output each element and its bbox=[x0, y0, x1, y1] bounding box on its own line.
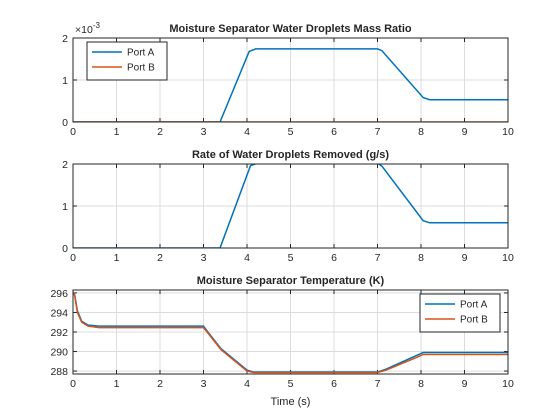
x-tick-label: 1 bbox=[114, 126, 120, 138]
x-tick-label: 6 bbox=[331, 378, 337, 390]
x-tick-label: 8 bbox=[418, 252, 424, 264]
x-tick-label: 0 bbox=[70, 378, 76, 390]
x-tick-label: 5 bbox=[288, 252, 294, 264]
y-tick-label: 294 bbox=[50, 307, 68, 319]
x-tick-label: 4 bbox=[244, 126, 250, 138]
axes-box bbox=[72, 37, 509, 123]
legend-label-1: Port A bbox=[127, 48, 155, 59]
y-tick-label: 0 bbox=[62, 117, 68, 129]
y-tick-label: 290 bbox=[50, 347, 68, 359]
x-tick-label: 2 bbox=[157, 252, 163, 264]
legend-box bbox=[86, 41, 168, 81]
exponent-base: ×10 bbox=[75, 24, 93, 36]
y-tick-label: 292 bbox=[50, 327, 68, 339]
x-tick-label: 9 bbox=[462, 126, 468, 138]
x-tick-label: 1 bbox=[114, 252, 120, 264]
y-tick-label: 1 bbox=[62, 201, 68, 213]
y-tick-label: 0 bbox=[62, 243, 68, 255]
x-tick-label: 1 bbox=[114, 378, 120, 390]
x-tick-label: 10 bbox=[502, 378, 514, 390]
x-tick-label: 10 bbox=[502, 252, 514, 264]
axes-box bbox=[72, 163, 509, 249]
y-tick-label: 2 bbox=[62, 159, 68, 171]
chart-title: Moisture Separator Water Droplets Mass R… bbox=[169, 23, 412, 35]
legend-label-2: Port B bbox=[127, 63, 155, 74]
series-line-1 bbox=[73, 48, 508, 122]
legend: Port A Port B bbox=[419, 293, 501, 333]
series-line-2 bbox=[73, 291, 508, 374]
exponent-power: -3 bbox=[93, 21, 101, 30]
series-line-1 bbox=[73, 164, 508, 248]
chart-title: Rate of Water Droplets Removed (g/s) bbox=[192, 149, 389, 161]
x-tick-label: 8 bbox=[418, 126, 424, 138]
x-tick-label: 10 bbox=[502, 126, 514, 138]
legend-box bbox=[419, 293, 501, 333]
y-tick-label: 288 bbox=[50, 366, 68, 378]
x-tick-label: 6 bbox=[331, 126, 337, 138]
y-tick-label: 1 bbox=[62, 75, 68, 87]
subplot-2: 0 1 2 3 4 5 6 7 8 9 10 0 1 2 Rate of Water Droplets Re… bbox=[62, 149, 514, 264]
x-tick-label: 3 bbox=[201, 378, 207, 390]
x-tick-label: 2 bbox=[157, 126, 163, 138]
x-tick-label: 0 bbox=[70, 126, 76, 138]
subplot-3: 0 1 2 3 4 5 6 7 8 9 10 288 290 292 294 296 Moisture Sepa… bbox=[50, 275, 514, 408]
x-tick-label: 5 bbox=[288, 378, 294, 390]
x-tick-label: 3 bbox=[201, 126, 207, 138]
x-tick-label: 0 bbox=[70, 252, 76, 264]
x-tick-label: 4 bbox=[244, 378, 250, 390]
x-tick-label: 7 bbox=[375, 126, 381, 138]
x-tick-label: 4 bbox=[244, 252, 250, 264]
x-tick-label: 9 bbox=[462, 252, 468, 264]
x-tick-label: 9 bbox=[462, 378, 468, 390]
x-tick-label: 5 bbox=[288, 126, 294, 138]
chart-title: Moisture Separator Temperature (K) bbox=[197, 275, 385, 287]
legend: Port A Port B bbox=[86, 41, 168, 81]
y-tick-label: 296 bbox=[50, 288, 68, 300]
exponent-label: ×10-3 bbox=[75, 21, 100, 36]
subplot-1: 0 1 2 3 4 5 6 7 8 9 10 0 1 2 Moisture Separator Water … bbox=[62, 21, 514, 138]
x-tick-label: 3 bbox=[201, 252, 207, 264]
x-tick-label: 7 bbox=[375, 252, 381, 264]
x-axis-label: Time (s) bbox=[271, 396, 311, 408]
x-tick-label: 8 bbox=[418, 378, 424, 390]
x-tick-label: 2 bbox=[157, 378, 163, 390]
x-tick-label: 6 bbox=[331, 252, 337, 264]
x-tick-label: 7 bbox=[375, 378, 381, 390]
legend-label-2: Port B bbox=[460, 315, 488, 326]
legend-label-1: Port A bbox=[460, 300, 488, 311]
axes-box bbox=[72, 289, 509, 375]
y-tick-label: 2 bbox=[62, 33, 68, 45]
